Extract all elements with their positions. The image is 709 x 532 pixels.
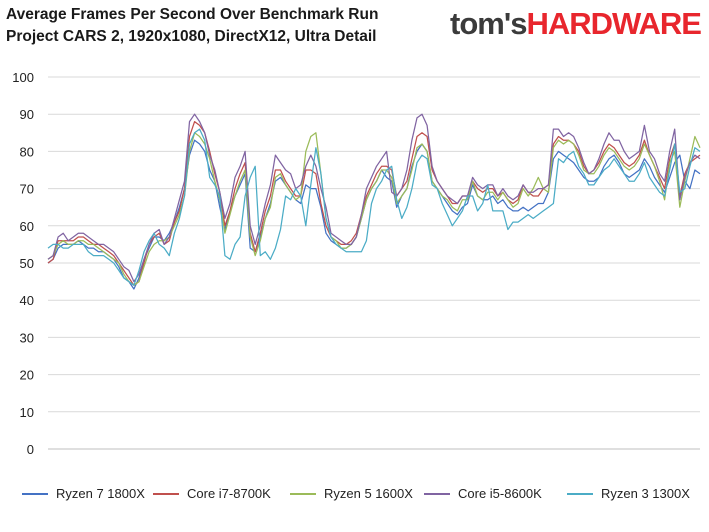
series-line xyxy=(47,132,701,286)
legend-swatch xyxy=(290,492,316,495)
legend-swatch xyxy=(567,492,593,495)
legend-label: Ryzen 3 1300X xyxy=(601,486,690,501)
chart-legend: Ryzen 7 1800X Core i7-8700K Ryzen 5 1600X C… xyxy=(0,486,709,508)
series-line xyxy=(47,113,701,283)
series-line xyxy=(47,128,701,286)
legend-label: Core i7-8700K xyxy=(187,486,271,501)
legend-item: Ryzen 7 1800X xyxy=(22,486,145,501)
chart-title: Average Frames Per Second Over Benchmark… xyxy=(6,6,379,23)
y-tick-label: 60 xyxy=(20,219,34,234)
y-tick-label: 90 xyxy=(20,107,34,122)
legend-label: Ryzen 7 1800X xyxy=(56,486,145,501)
y-tick-label: 10 xyxy=(20,405,34,420)
y-tick-label: 80 xyxy=(20,144,34,159)
y-tick-label: 50 xyxy=(20,256,34,271)
chart-title-block: Average Frames Per Second Over Benchmark… xyxy=(6,4,378,48)
legend-swatch xyxy=(424,492,450,495)
legend-item: Ryzen 3 1300X xyxy=(567,486,690,501)
y-tick-label: 100 xyxy=(12,70,34,85)
legend-swatch xyxy=(153,492,179,495)
y-tick-label: 0 xyxy=(27,442,34,457)
legend-item: Core i5-8600K xyxy=(424,486,542,501)
y-tick-label: 20 xyxy=(20,368,34,383)
legend-label: Core i5-8600K xyxy=(458,486,542,501)
legend-item: Ryzen 5 1600X xyxy=(290,486,413,501)
legend-swatch xyxy=(22,492,48,495)
y-tick-label: 70 xyxy=(20,182,34,197)
y-tick-label: 30 xyxy=(20,330,34,345)
toms-hardware-logo: tom'sHARDWARE xyxy=(450,6,702,42)
y-tick-label: 40 xyxy=(20,293,34,308)
logo-part-2: HARDWARE xyxy=(526,6,702,41)
chart-subtitle: Project CARS 2, 1920x1080, DirectX12, Ul… xyxy=(6,28,377,45)
logo-part-1: tom's xyxy=(450,6,527,41)
legend-label: Ryzen 5 1600X xyxy=(324,486,413,501)
series-line xyxy=(47,139,701,290)
legend-item: Core i7-8700K xyxy=(153,486,271,501)
